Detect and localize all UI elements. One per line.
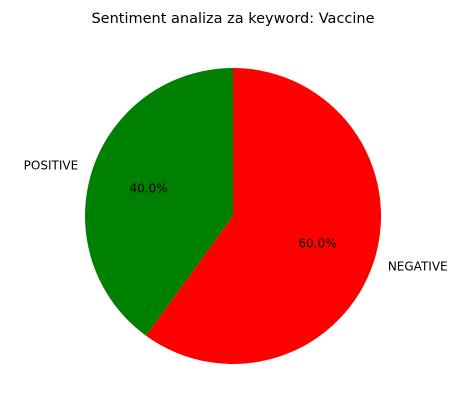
pie-slice-positive <box>85 68 233 336</box>
slice-label-negative: NEGATIVE <box>388 259 448 273</box>
slice-label-positive: POSITIVE <box>24 159 79 173</box>
slice-percent-positive: 40.0% <box>129 182 167 196</box>
pie-labels: POSITIVE 40.0% NEGATIVE 60.0% <box>24 159 448 274</box>
slice-percent-negative: 60.0% <box>298 236 336 250</box>
chart-title: Sentiment analiza za keyword: Vaccine <box>91 11 374 27</box>
pie-slice-negative <box>146 68 382 364</box>
pie-slices <box>85 68 382 364</box>
